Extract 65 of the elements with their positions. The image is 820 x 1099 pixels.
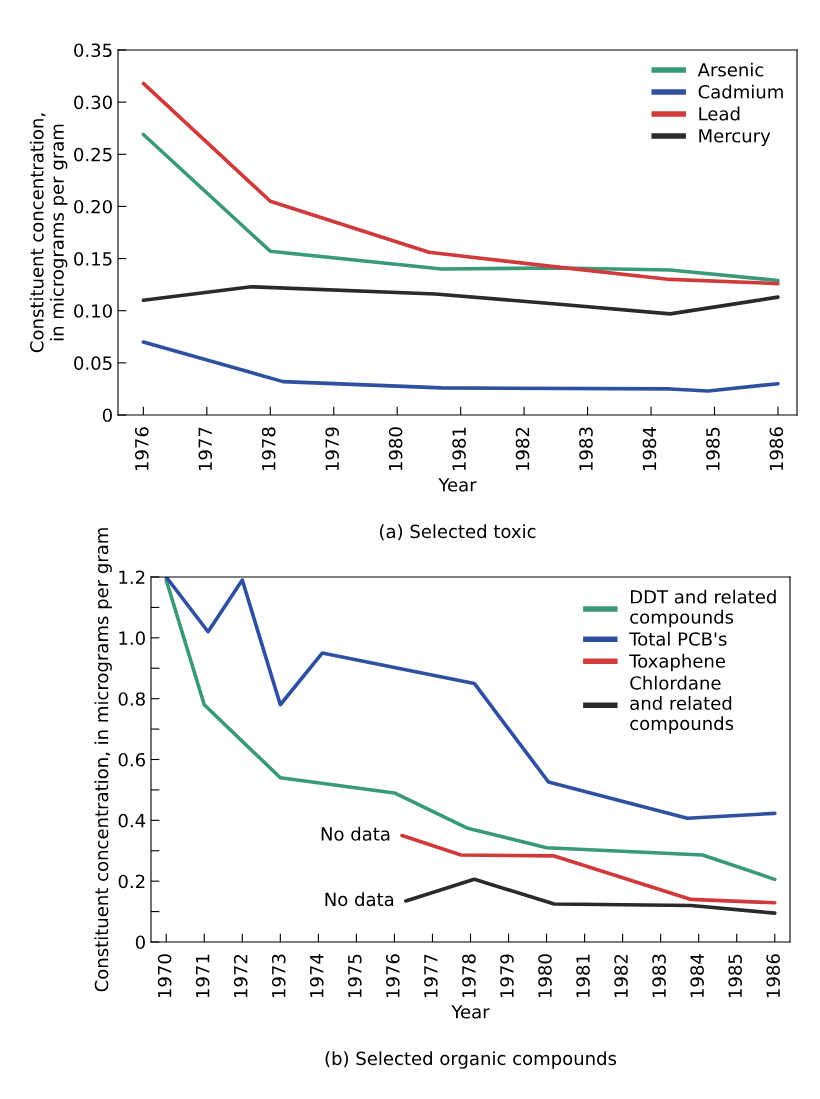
x-tick-label: 1974	[309, 954, 324, 998]
x-tick-label: 1986	[766, 954, 781, 998]
x-tick-label: 1973	[271, 954, 286, 998]
x-tick-label: 1970	[157, 954, 172, 998]
x-tick-label: 1971	[195, 954, 210, 998]
line-series	[141, 340, 780, 393]
y-tick-label: 0.35	[74, 43, 112, 58]
line-series	[400, 833, 777, 905]
x-tick-label: 1977	[424, 954, 438, 998]
y-tick-label: 0.25	[74, 147, 112, 162]
y-tick-label: 0.15	[74, 252, 112, 266]
y-axis-title: Constituent concentration, in micrograms per gram	[94, 528, 112, 992]
x-tick-label: 1982	[614, 954, 628, 998]
x-tick-label: 1981	[576, 954, 590, 998]
line-series	[404, 877, 777, 915]
line-series	[164, 577, 777, 821]
x-tick-label: 1978	[462, 954, 476, 998]
legend-label: Mercury	[699, 129, 771, 147]
x-tick-label: 1985	[706, 427, 720, 471]
y-tick-label: 0.10	[74, 304, 112, 318]
x-tick-label: 1978	[261, 427, 276, 471]
y-tick-label: 0	[135, 935, 145, 950]
text: (b) Selected organic compounds	[325, 1051, 617, 1069]
x-tick-label: 1983	[652, 954, 666, 998]
y-tick-label: 0	[102, 408, 112, 423]
annotation: No data	[325, 892, 394, 907]
x-tick-label: 1977	[198, 427, 213, 471]
legend-label: Total PCB's	[629, 631, 727, 646]
x-tick-label: 1981	[452, 427, 466, 471]
y-tick-label: 0.8	[118, 692, 145, 706]
x-tick-label: 1983	[579, 427, 593, 471]
x-tick-label: 1982	[515, 427, 530, 471]
line-series	[141, 284, 780, 316]
x-tick-label: 1972	[233, 954, 248, 998]
x-tick-label: 1979	[325, 427, 339, 471]
x-tick-label: 1984	[690, 954, 704, 998]
legend-label: Chlordane and related compounds	[630, 675, 734, 734]
line-series	[164, 578, 777, 882]
y-tick-label: 0.20	[74, 199, 112, 214]
x-tick-label: 1976	[134, 427, 149, 471]
x-axis-title: Year	[451, 1005, 490, 1019]
text: (a) Selected toxic	[380, 524, 536, 541]
y-tick-label: 0.4	[118, 813, 146, 828]
x-tick-label: 1985	[728, 954, 742, 998]
legend-label: DDT and related compounds	[630, 589, 776, 628]
legend-label: Cadmium	[698, 84, 783, 99]
x-tick-label: 1984	[642, 427, 657, 471]
legend-label: Toxaphene	[629, 653, 726, 672]
annotation: No data	[321, 826, 390, 841]
x-tick-label: 1980	[388, 427, 403, 471]
y-tick-label: 0.6	[118, 752, 145, 767]
x-tick-label: 1979	[500, 954, 514, 998]
y-tick-label: 0.05	[74, 356, 112, 370]
y-tick-label: 0.2	[118, 874, 145, 889]
y-axis-title: Constituent concentration, in micrograms per gram	[29, 113, 68, 353]
legend-label: Arsenic	[697, 62, 764, 77]
y-tick-label: 0.30	[74, 95, 112, 110]
x-tick-label: 1980	[538, 954, 552, 998]
x-tick-label: 1976	[386, 954, 400, 998]
x-axis-title: Year	[438, 478, 477, 492]
x-tick-label: 1975	[347, 954, 362, 998]
y-tick-label: 1.0	[119, 631, 145, 645]
legend-label: Lead	[699, 106, 740, 121]
y-tick-label: 1.2	[119, 570, 145, 584]
x-tick-label: 1986	[769, 427, 784, 471]
